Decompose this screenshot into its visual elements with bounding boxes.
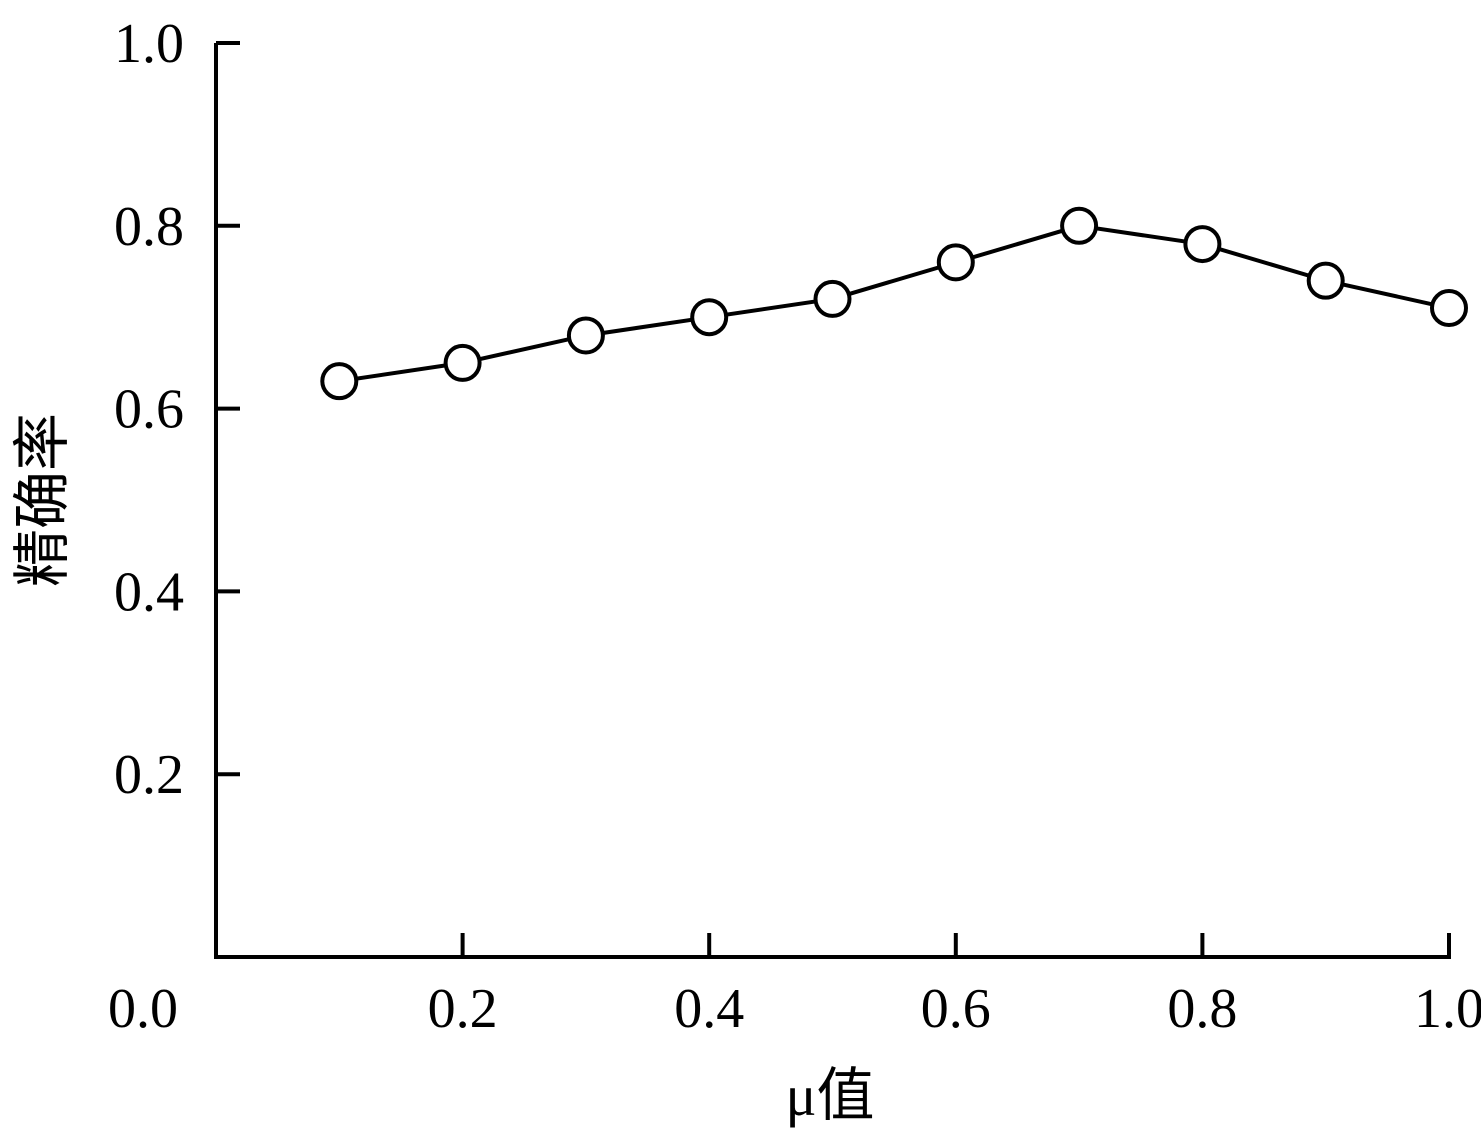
x-tick-label: 0.0	[108, 978, 178, 1040]
data-point	[443, 343, 482, 382]
x-tick-label: 0.6	[921, 978, 991, 1040]
data-point	[1060, 206, 1099, 245]
x-tick-label: 0.8	[1167, 978, 1237, 1040]
axes	[214, 43, 1451, 959]
x-tick-label: 0.2	[428, 978, 498, 1040]
data-point	[566, 316, 605, 355]
y-tick-label: 0.4	[114, 561, 184, 623]
x-tick-label: 0.4	[674, 978, 744, 1040]
series-line-layer	[339, 223, 1450, 384]
data-point	[1430, 289, 1468, 328]
data-point	[320, 362, 359, 401]
data-point	[690, 298, 729, 337]
data-point	[936, 243, 975, 282]
y-tick-label: 0.8	[114, 196, 184, 258]
data-point	[813, 279, 852, 318]
data-point	[1183, 225, 1222, 264]
y-tick-label: 0.2	[114, 744, 184, 806]
y-tick-label: 1.0	[114, 13, 184, 75]
data-point	[1306, 261, 1345, 300]
y-tick-label: 0.6	[114, 379, 184, 441]
series-line	[339, 223, 1450, 384]
series-markers	[320, 206, 1468, 401]
axis-ticks: 0.2 0.4 0.6 0.8 1.0 0.0 0.2 0.4 0.6 0.8 1.0	[108, 13, 1481, 1040]
x-axis-title: μ值	[785, 1063, 874, 1128]
x-tick-label: 1.0	[1414, 978, 1481, 1040]
y-axis-title: 精确率	[10, 413, 75, 587]
